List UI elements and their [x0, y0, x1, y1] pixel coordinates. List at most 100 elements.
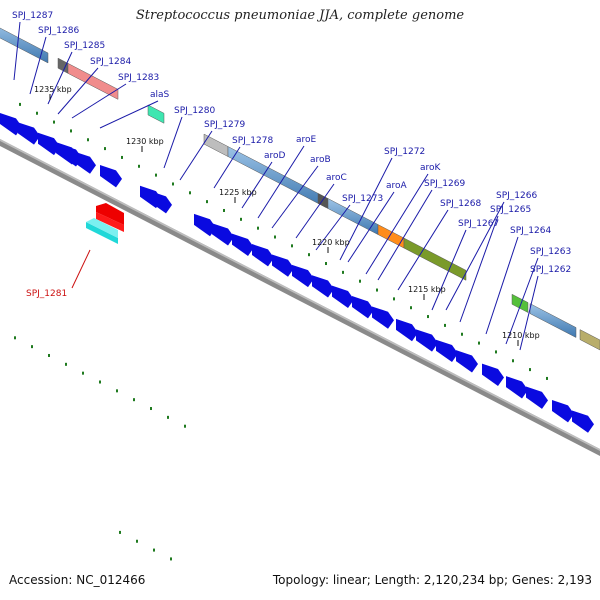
accession-text: Accession: NC_012466 [9, 573, 146, 587]
guide-dot [136, 539, 138, 543]
guide-dot [376, 288, 378, 292]
gene-arrow [552, 400, 574, 423]
guide-dot [150, 407, 152, 411]
gene-arrow [232, 233, 254, 256]
guide-dot [170, 557, 172, 561]
highlight-leader-line [71, 249, 91, 289]
label-leader-line [519, 275, 539, 351]
gene-arrow [194, 213, 216, 237]
guide-dot [167, 415, 169, 419]
guide-dot [87, 138, 89, 142]
gene-label: SPJ_1266 [496, 191, 537, 201]
feature-block-cyan [86, 222, 118, 244]
scale-tick-label: 1215 kbp [408, 285, 446, 294]
gene-label: SPJ_1285 [64, 41, 105, 51]
label-leader-line [99, 100, 159, 129]
gene-arrow [292, 264, 314, 288]
label-leader-line [459, 215, 499, 323]
guide-dot [31, 345, 33, 349]
gene-label: SPJ_1272 [384, 147, 425, 157]
guide-dot [444, 323, 446, 327]
label-leader-line [71, 83, 127, 119]
gene-label: SPJ_1269 [424, 179, 465, 189]
feature-block [317, 192, 329, 209]
gene-label: SPJ_1264 [510, 226, 551, 236]
gene-label: SPJ_1279 [204, 120, 245, 130]
guide-dot [206, 200, 208, 204]
guide-dot [116, 389, 118, 393]
gene-arrow [526, 386, 548, 409]
gene-label: aroE [296, 135, 317, 145]
guide-dot [359, 279, 361, 283]
guide-dot [478, 341, 480, 345]
guide-dot [512, 359, 514, 363]
gene-arrow [150, 191, 172, 214]
gene-arrow [506, 376, 528, 399]
gene-arrow [332, 285, 354, 308]
feature-block-highlight-top [96, 203, 124, 225]
guide-dot [325, 262, 327, 266]
label-leader-line [241, 161, 273, 209]
guide-dot [393, 297, 395, 301]
gene-label: aroK [420, 163, 442, 173]
label-leader-line [47, 51, 73, 105]
scale-tick-label: 1230 kbp [126, 137, 164, 146]
gene-label: SPJ_1284 [90, 57, 131, 67]
genome-backbone [0, 139, 600, 456]
guide-dot [153, 548, 155, 552]
gene-label: alaS [150, 90, 170, 100]
gene-label: SPJ_1265 [490, 205, 531, 215]
feature-block [147, 104, 165, 124]
label-leader-line [505, 257, 539, 345]
label-leader-line [13, 21, 21, 81]
guide-dot [308, 253, 310, 257]
gene-label: SPJ_1263 [530, 247, 571, 257]
guide-dot [119, 530, 121, 534]
gene-label: SPJ_1283 [118, 73, 159, 83]
guide-dot [291, 244, 293, 248]
gene-label: aroD [264, 151, 286, 161]
feature-block [67, 62, 119, 100]
gene-label: aroB [310, 155, 331, 165]
guide-dot [65, 362, 67, 366]
gene-label: SPJ_1267 [458, 219, 499, 229]
scale-tick-label: 1235 kbp [34, 85, 72, 94]
gene-arrow [572, 410, 594, 433]
guide-dot [14, 336, 16, 340]
gene-label: SPJ_1268 [440, 199, 481, 209]
label-leader-line [485, 236, 519, 335]
guide-dot [82, 371, 84, 375]
label-leader-lines [13, 21, 539, 351]
gene-label: SPJ_1278 [232, 136, 273, 146]
guide-dot [461, 332, 463, 336]
guide-dot [240, 217, 242, 221]
label-leader-line [257, 145, 305, 219]
guide-dot [342, 270, 344, 274]
map-title: Streptococcus pneumoniae JJA, complete g… [135, 8, 465, 23]
guide-dot [99, 380, 101, 384]
gene-arrow [74, 151, 96, 174]
gene-label: SPJ_1287 [12, 11, 53, 21]
label-leader-line [271, 165, 319, 229]
gene-arrow [312, 275, 334, 298]
gene-arrow [372, 306, 394, 329]
guide-dot [274, 235, 276, 239]
scale-ticks: 1235 kbp 1230 kbp 1225 kbp 1220 kbp 1215 kbp… [34, 85, 540, 346]
backbone-highlight [0, 139, 600, 451]
label-leader-line [163, 116, 183, 169]
guide-dot [155, 173, 157, 177]
gene-label-highlight: SPJ_1281 [26, 289, 67, 299]
gene-arrow [436, 339, 458, 363]
label-leader-line [377, 189, 433, 281]
gene-arrow [352, 296, 374, 319]
feature-block-cyan-top [86, 218, 118, 238]
guide-dot [546, 376, 548, 380]
gene-arrow [252, 244, 274, 267]
guide-dot [189, 191, 191, 195]
guide-dot [529, 368, 531, 372]
gene-label: aroA [386, 181, 408, 191]
label-leader-line [445, 201, 505, 311]
gene-arrow [272, 254, 294, 277]
gene-arrow [396, 318, 418, 342]
